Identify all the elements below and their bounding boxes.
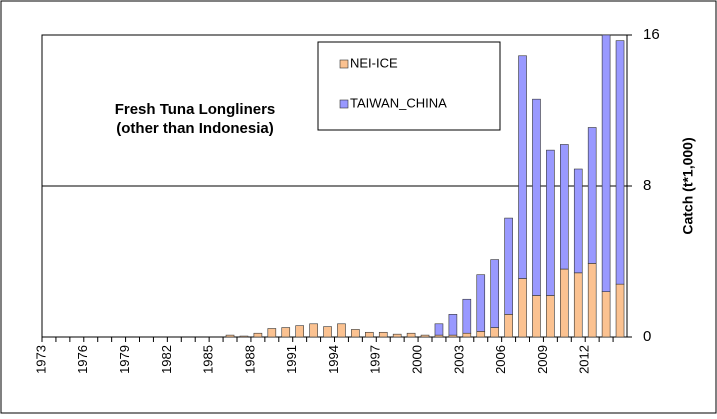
legend-label: TAIWAN_CHINA — [350, 95, 447, 110]
bar — [225, 334, 235, 338]
bar — [573, 168, 583, 274]
bar — [476, 274, 486, 332]
bar — [560, 144, 569, 270]
y-tick-label: 0 — [643, 328, 651, 345]
bar — [267, 328, 277, 338]
x-tick-label: 2000 — [410, 345, 425, 374]
annotation: (other than Indonesia) — [116, 120, 274, 137]
bar — [420, 334, 430, 338]
bar — [518, 55, 527, 279]
bar — [532, 295, 541, 338]
bar — [601, 34, 611, 293]
bar — [587, 263, 597, 338]
bar — [323, 326, 332, 338]
bar — [546, 149, 555, 296]
x-tick-label: 2012 — [577, 345, 592, 374]
bar — [351, 329, 360, 338]
bar — [601, 291, 611, 338]
x-tick-label: 1994 — [326, 345, 341, 374]
bar — [406, 332, 416, 338]
bar — [476, 331, 486, 338]
x-tick-label: 2003 — [451, 345, 466, 374]
bar — [615, 283, 625, 338]
x-tick-label: 1997 — [368, 345, 383, 374]
bar — [253, 332, 263, 338]
bar — [337, 323, 346, 338]
legend — [317, 41, 501, 131]
x-tick-label: 1979 — [117, 345, 132, 374]
bar — [434, 323, 444, 336]
legend-swatch — [339, 59, 349, 69]
x-tick-label: 1982 — [159, 345, 174, 374]
bar — [504, 217, 513, 315]
annotation: Fresh Tuna Longliners — [115, 101, 276, 118]
bar — [573, 272, 583, 338]
bar — [615, 40, 625, 285]
x-tick-label: 1985 — [201, 345, 216, 374]
x-tick-label: 1988 — [242, 345, 257, 374]
bar — [532, 98, 541, 296]
x-tick-label: 2009 — [535, 345, 550, 374]
bar — [392, 333, 402, 338]
bar — [295, 325, 304, 338]
y-tick-label: 16 — [643, 26, 660, 43]
y-tick-label: 8 — [643, 177, 651, 194]
bar — [365, 331, 374, 338]
x-tick-label: 1976 — [75, 345, 90, 374]
bar — [281, 327, 291, 338]
x-tick-label: 1991 — [284, 345, 299, 374]
legend-label: NEI-ICE — [350, 55, 398, 70]
legend-swatch — [339, 99, 349, 109]
x-tick-label: 1973 — [33, 345, 48, 374]
bar — [504, 314, 513, 338]
bar — [309, 323, 318, 338]
bar — [490, 259, 499, 328]
bar — [587, 127, 597, 264]
x-tick-label: 2006 — [493, 345, 508, 374]
bar — [378, 331, 388, 338]
bar — [462, 298, 472, 334]
bar — [518, 278, 527, 338]
bar — [490, 327, 499, 338]
bar — [448, 314, 458, 336]
bar — [239, 335, 249, 338]
bar — [560, 268, 569, 338]
bar — [462, 332, 472, 338]
y-axis-title: Catch (t*1,000) — [680, 137, 696, 234]
bar — [546, 295, 555, 338]
